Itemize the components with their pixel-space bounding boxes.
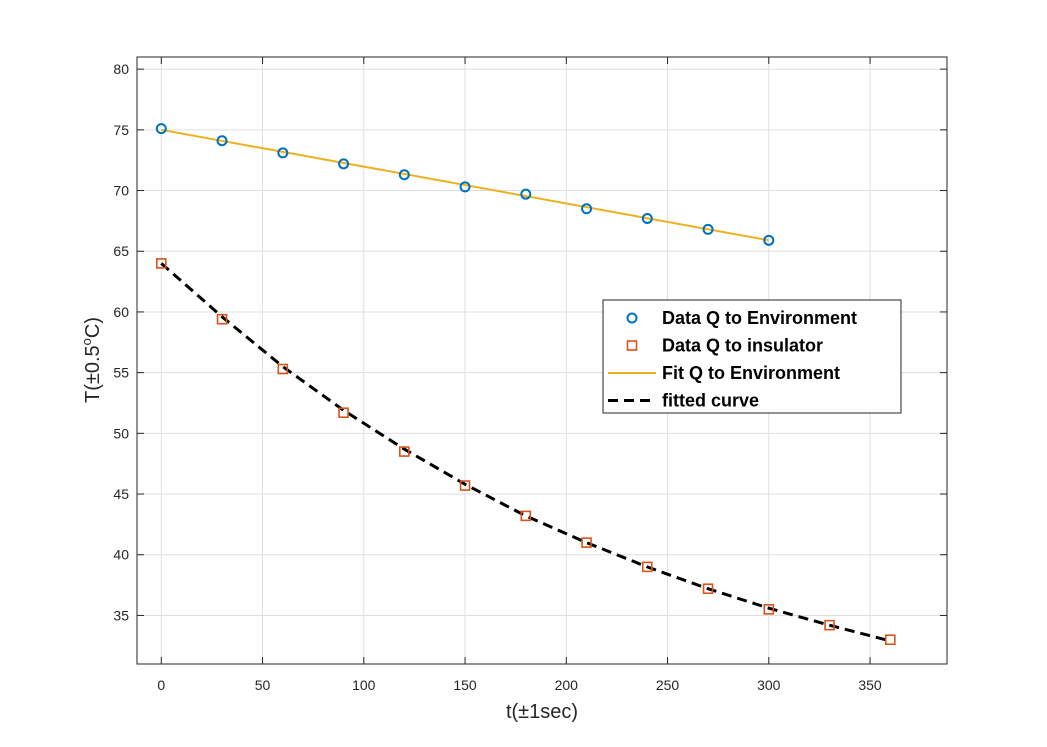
data-point-circle xyxy=(216,135,228,147)
data-point-circle xyxy=(398,169,410,181)
data-point-square xyxy=(459,480,471,491)
legend-box xyxy=(602,299,902,414)
x-tick-label: 100 xyxy=(352,677,376,693)
y-tick-label: 35 xyxy=(113,607,129,623)
data-point-circle xyxy=(641,212,653,224)
legend-marker xyxy=(626,340,638,351)
y-axis-label: T(±0.5oC) xyxy=(79,317,104,403)
data-point-circle xyxy=(459,181,471,193)
data-point-square xyxy=(277,363,289,375)
data-point-circle xyxy=(277,147,289,159)
y-tick-label: 80 xyxy=(113,61,129,77)
legend-entries: Data Q to Environment Data Q to insulator… xyxy=(608,308,857,411)
data-point-square xyxy=(398,446,410,457)
data-point-circle xyxy=(520,188,532,200)
y-tick-label: 40 xyxy=(113,547,129,563)
x-tick-label: 150 xyxy=(453,677,477,693)
x-tick-label: 200 xyxy=(555,677,579,693)
data-point-circle xyxy=(338,158,350,170)
data-point-square xyxy=(824,619,835,631)
x-tick-label: 350 xyxy=(858,677,882,693)
x-tick-label: 250 xyxy=(656,677,680,693)
data-point-circle xyxy=(581,203,593,215)
data-point-square xyxy=(216,313,228,325)
data-point-circle xyxy=(702,223,714,235)
y-tick-label: 45 xyxy=(113,486,129,502)
y-tick-label: 65 xyxy=(113,243,129,259)
legend: Data Q to Environment Data Q to insulator… xyxy=(602,299,902,414)
data-point-circle xyxy=(763,234,775,246)
data-point-square xyxy=(702,583,714,595)
y-tick-label: 50 xyxy=(113,425,129,441)
plot-frame xyxy=(136,56,948,665)
data-point-square xyxy=(338,407,349,419)
data-point-square xyxy=(763,604,775,615)
y-axis-label-main: T(±0.5 xyxy=(82,345,104,403)
y-tick-label: 75 xyxy=(113,122,129,138)
x-tick-label: 50 xyxy=(255,677,271,693)
data-point-circle xyxy=(155,123,167,135)
x-tick-label: 300 xyxy=(757,677,781,693)
x-axis-label: t(±1sec) xyxy=(506,701,578,723)
grid xyxy=(137,57,947,664)
legend-label: Data Q to insulator xyxy=(662,336,823,356)
data-point-square xyxy=(581,537,592,548)
y-axis-label-superscript: o xyxy=(79,338,94,345)
legend-label: fitted curve xyxy=(662,391,759,411)
y-tick-label: 55 xyxy=(113,365,129,381)
series-line-3 xyxy=(160,262,891,643)
y-axis-ticks: 35 40 45 50 55 60 65 70 75 80 xyxy=(113,61,947,623)
series-lines xyxy=(160,128,891,643)
x-tick-label: 0 xyxy=(157,677,165,693)
y-axis-label-end: C) xyxy=(82,317,104,338)
legend-label: Data Q to Environment xyxy=(662,308,857,328)
data-point-square xyxy=(884,634,896,646)
y-tick-label: 60 xyxy=(113,304,129,320)
data-point-square xyxy=(520,510,532,522)
legend-marker xyxy=(626,312,638,324)
series-line-2 xyxy=(161,128,769,242)
x-axis-ticks: 0 50 100 150 200 250 300 350 xyxy=(157,57,882,693)
series-markers xyxy=(155,123,896,646)
legend-label: Fit Q to Environment xyxy=(662,363,840,383)
y-tick-label: 70 xyxy=(113,183,129,199)
data-point-square xyxy=(156,258,167,269)
data-point-square xyxy=(641,561,653,573)
